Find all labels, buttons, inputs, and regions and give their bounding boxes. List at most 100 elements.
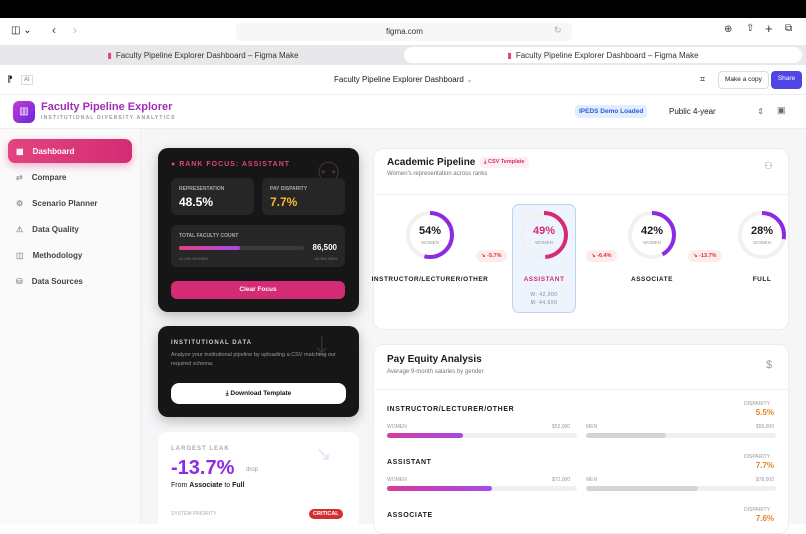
- leak-title: LARGEST LEAK: [171, 446, 230, 452]
- file-title[interactable]: Faculty Pipeline Explorer Dashboard ⌄: [334, 75, 473, 84]
- download-template-button[interactable]: ⤓ Download Template: [171, 383, 346, 404]
- pay-rank-name: INSTRUCTOR/LECTURER/OTHER: [387, 406, 515, 413]
- women-label: WOMEN: [421, 240, 439, 245]
- new-tab-icon[interactable]: +: [765, 21, 773, 36]
- chevron-down-icon: ⌄: [466, 75, 473, 84]
- app-subtitle: INSTITUTIONAL DIVERSITY ANALYTICS: [41, 115, 176, 121]
- forward-icon[interactable]: ›: [73, 23, 77, 37]
- reload-icon[interactable]: ↻: [554, 25, 562, 35]
- drop-badge: ↘ -6.4%: [586, 250, 617, 262]
- rank-percent: 28%: [750, 225, 774, 237]
- men-count: M: 44,500: [530, 300, 558, 306]
- clear-focus-button[interactable]: Clear Focus: [171, 281, 345, 299]
- csv-template-button[interactable]: ⤓ CSV Template: [480, 157, 529, 168]
- tab-2[interactable]: ▮ Faculty Pipeline Explorer Dashboard – F…: [404, 47, 802, 63]
- ai-button[interactable]: AI: [21, 75, 33, 85]
- donut-arc: [628, 211, 676, 259]
- share-button[interactable]: Share: [771, 71, 802, 89]
- donut-chart: [628, 211, 676, 259]
- donut-chart: [738, 211, 786, 259]
- pay-title: Pay Equity Analysis: [387, 354, 482, 365]
- donut-arc: [406, 211, 454, 259]
- donut-chart: [406, 211, 454, 259]
- largest-leak-card: LARGEST LEAK ↘ -13.7% drop From Associat…: [158, 432, 359, 532]
- tabs-overview-icon[interactable]: ⧉: [785, 23, 793, 34]
- arrows-icon: ⇄: [16, 172, 23, 182]
- address-bar[interactable]: figma.com ↻: [236, 22, 572, 41]
- file-title-text: Faculty Pipeline Explorer Dashboard: [334, 75, 464, 84]
- faculty-count-tile: TOTAL FACULTY COUNT 86,500 42,000 WOMEN …: [171, 225, 345, 267]
- download-icon[interactable]: ⊕: [724, 24, 733, 35]
- app-logo-icon: ▥: [13, 101, 35, 123]
- priority-badge: CRITICAL: [309, 509, 343, 519]
- pipeline-title: Academic Pipeline: [387, 157, 476, 168]
- priority-label: SYSTEM PRIORITY: [171, 511, 217, 517]
- women-label: WOMEN: [387, 477, 407, 483]
- sidebar-toggle-icon[interactable]: ◫ ⌄: [11, 25, 32, 36]
- save-icon[interactable]: ▣: [777, 105, 786, 115]
- disparity-label: DISPARITY: [744, 401, 771, 407]
- to-text: to: [224, 482, 231, 489]
- drop-value: -13.7%: [699, 253, 717, 259]
- rank-focus-card: ● RANK FOCUS: ASSISTANT ⚇ REPRESENTATION…: [158, 148, 359, 312]
- figma-icon: ▮: [507, 50, 512, 60]
- from-rank: Associate: [189, 482, 223, 489]
- users-icon: ⚇: [764, 161, 773, 172]
- gear-icon: ⚙: [16, 198, 24, 208]
- donut-chart: [520, 211, 568, 259]
- faculty-count-label: TOTAL FACULTY COUNT: [179, 233, 239, 239]
- men-salary-bar: [586, 486, 776, 491]
- figma-icon: ▮: [107, 50, 112, 60]
- browser-toolbar: ◫ ⌄ ‹ › figma.com ↻ ⊕ ⇧ + ⧉: [0, 18, 806, 45]
- make-copy-button[interactable]: Make a copy: [718, 71, 769, 89]
- sidebar-item-data-sources[interactable]: ⛁ Data Sources: [8, 269, 132, 293]
- present-icon[interactable]: ⌗: [700, 74, 706, 84]
- rank-donut[interactable]: 28% WOMEN: [736, 209, 788, 261]
- grid-icon: ▦: [16, 146, 24, 156]
- rank-donut[interactable]: 49% WOMEN: [518, 209, 570, 261]
- men-label: MEN: [586, 424, 598, 430]
- rank-percent: 54%: [418, 225, 442, 237]
- sidebar-item-compare[interactable]: ⇄ Compare: [8, 165, 132, 189]
- sidebar-item-dashboard[interactable]: ▦ Dashboard: [8, 139, 132, 163]
- database-icon: ⛁: [16, 276, 23, 286]
- disparity-value: 7.7%: [755, 461, 774, 470]
- men-salary: $55,000: [755, 424, 774, 430]
- tab-1[interactable]: ▮ Faculty Pipeline Explorer Dashboard – F…: [4, 47, 402, 63]
- back-icon[interactable]: ‹: [52, 23, 56, 37]
- tab-bar: ▮ Faculty Pipeline Explorer Dashboard – F…: [0, 45, 806, 65]
- rank-donut[interactable]: 42% WOMEN: [626, 209, 678, 261]
- rank-name: ASSOCIATE: [631, 276, 673, 283]
- institutional-desc: Analyze your institutional pipeline by u…: [171, 352, 336, 367]
- representation-value: 48.5%: [179, 195, 214, 209]
- sidebar-item-data-quality[interactable]: ⚠ Data Quality: [8, 217, 132, 241]
- from-text: From: [171, 482, 188, 489]
- share-icon[interactable]: ⇧: [746, 23, 755, 34]
- menu-bar: [0, 0, 806, 18]
- tab-title: Faculty Pipeline Explorer Dashboard – Fi…: [115, 50, 299, 60]
- sector-select[interactable]: Public 4-year ⇕: [664, 104, 768, 120]
- leak-unit: drop: [246, 467, 259, 473]
- divider: [374, 389, 790, 390]
- faculty-count-value: 86,500: [312, 243, 337, 252]
- rank-name: ASSISTANT: [523, 276, 565, 283]
- rank-donut[interactable]: 54% WOMEN: [404, 209, 456, 261]
- women-label: WOMEN: [535, 240, 553, 245]
- women-salary-bar: [387, 486, 577, 491]
- rank-focus-title-text: RANK FOCUS: ASSISTANT: [179, 161, 291, 168]
- figma-logo-icon[interactable]: ⁋: [7, 74, 13, 84]
- pay-rank-name: ASSOCIATE: [387, 512, 433, 519]
- rank-percent: 49%: [532, 225, 556, 237]
- sidebar-item-methodology[interactable]: ◫ Methodology: [8, 243, 132, 267]
- women-salary-fill: [387, 433, 463, 438]
- status-badge: IPEDS Demo Loaded: [575, 105, 648, 118]
- dollar-icon: $: [766, 359, 773, 371]
- pay-rank-name: ASSISTANT: [387, 459, 432, 466]
- pay-disparity-tile: PAY DISPARITY 7.7%: [262, 178, 345, 215]
- disparity-label: DISPARITY: [744, 454, 771, 460]
- women-label: WOMEN: [643, 240, 661, 245]
- men-salary: $78,000: [755, 477, 774, 483]
- app-title: Faculty Pipeline Explorer: [41, 101, 173, 113]
- sidebar-item-scenario-planner[interactable]: ⚙ Scenario Planner: [8, 191, 132, 215]
- institutional-title: INSTITUTIONAL DATA: [171, 340, 252, 346]
